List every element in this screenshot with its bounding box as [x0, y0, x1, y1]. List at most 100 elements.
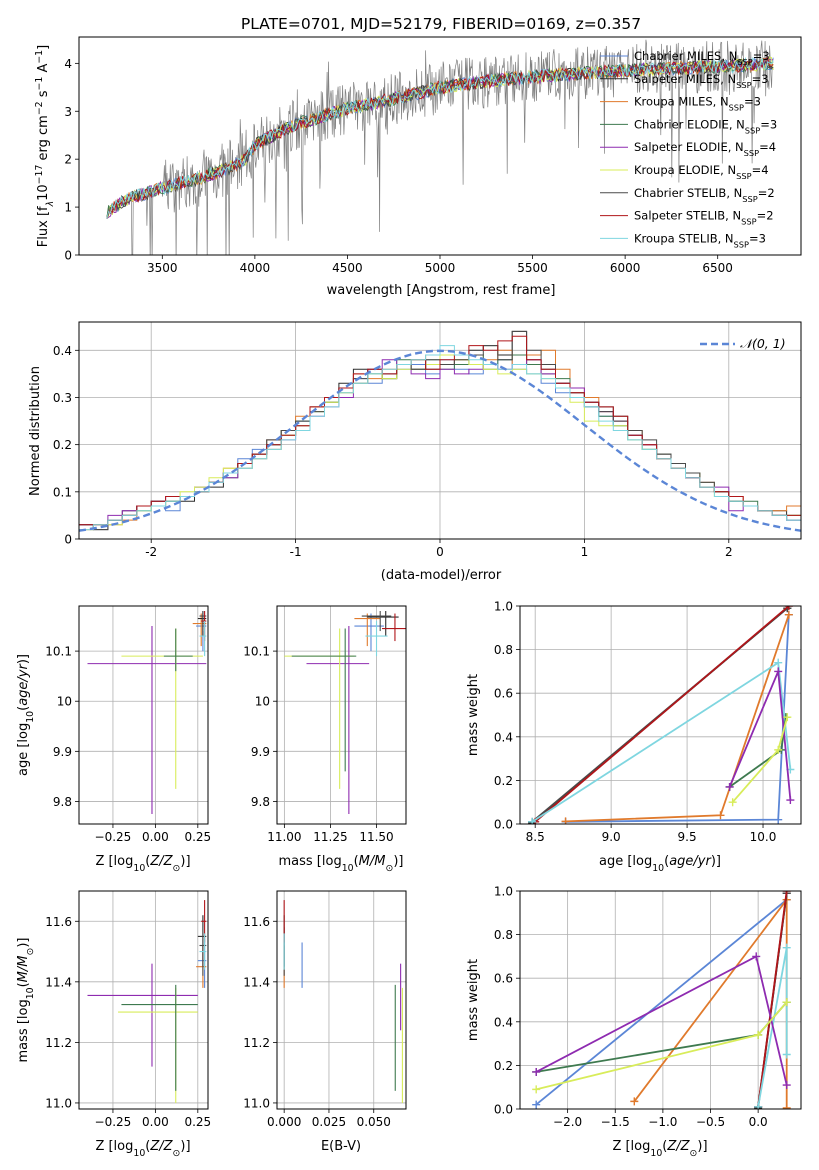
mass_vs_ebv-axes: 0.000 0.025 0.050 11.0 11.2 11.4 11.6 E(B-V): [243, 890, 407, 1154]
weight-marker: [774, 745, 783, 754]
legend-label: Chabrier ELODIE, NSSP=3: [634, 117, 777, 135]
x-axis-label: mass [log10(M/M⊙)]: [279, 854, 404, 874]
legend-label: Kroupa MILES, NSSP=3: [634, 95, 761, 113]
mass_weight_vs_Z-frame: [519, 890, 802, 1110]
y-tick-label: 1.0: [494, 600, 513, 614]
spectrum-frame: [78, 36, 802, 256]
weight-line-kroupa-elodie: [535, 1001, 788, 1091]
x-tick-label: 0.00: [142, 830, 169, 844]
weight-line-kroupa-miles: [565, 614, 790, 823]
x-tick-label: −0.25: [95, 1115, 132, 1129]
x-axis-label: Z [log10(Z/Z⊙)]: [612, 1139, 707, 1159]
y-tick-label: 0.3: [53, 391, 72, 405]
y-tick-label: 9.9: [251, 745, 270, 759]
y-axis-label: age [log10(age/yr)]: [16, 654, 36, 776]
y-tick-label: 11.4: [45, 975, 72, 989]
age_vs_Z-plot-area: [87, 611, 207, 814]
weight-line-salpeter-stelib: [757, 891, 788, 1107]
x-tick-label: 4500: [332, 261, 363, 275]
y-tick-label: 1: [64, 201, 72, 215]
weight-marker: [561, 817, 570, 824]
residuals-axes: -2 -1 0 1 2 0 0.1 0.2 0.3 0.4 (data-model)/error No…: [28, 321, 802, 583]
mass_vs_Z-frame: [78, 890, 209, 1110]
weight-marker: [774, 815, 783, 824]
x-tick-label: 0.025: [312, 1115, 346, 1129]
y-tick-label: 11.2: [45, 1036, 72, 1050]
legend-label: Kroupa ELODIE, NSSP=4: [634, 163, 769, 181]
weight-line-salpeter-stelib: [534, 606, 790, 823]
x-tick-label: 6500: [702, 261, 733, 275]
age_vs_mass-axes: 11.00 11.25 11.50 9.8 9.9 10 10.1 mass [log10(M…: [243, 605, 407, 874]
y-tick-label: 11.2: [243, 1036, 270, 1050]
y-tick-label: 10: [255, 695, 270, 709]
mass_weight_vs_age-frame: [519, 605, 802, 825]
weight-marker: [752, 952, 761, 961]
y-tick-label: 9.9: [53, 745, 72, 759]
x-tick-label: −0.5: [696, 1115, 725, 1129]
y-axis-label: mass weight: [466, 959, 481, 1041]
x-tick-label: 9.5: [678, 830, 697, 844]
y-tick-label: 0.6: [494, 972, 513, 986]
y-axis-label: Flux [fλ10−17 erg cm−2 s−1 A−1]: [34, 45, 56, 247]
x-tick-label: 3500: [147, 261, 178, 275]
weight-marker: [786, 796, 795, 805]
residuals-plot-area: [79, 330, 801, 539]
legend-label: 𝒩(0, 1): [740, 336, 786, 351]
y-tick-label: 3: [64, 105, 72, 119]
y-tick-label: 10.1: [45, 645, 72, 659]
x-tick-label: 6000: [610, 261, 641, 275]
mass_weight_vs_Z-axes: −2.0 −1.5 −1.0 −0.5 0.0 0.0 0.2 0.4 0.6 0.8 1.0 Z […: [466, 885, 802, 1159]
legend-label: Chabrier MILES, NSSP=3: [634, 49, 770, 67]
weight-marker: [528, 817, 537, 824]
y-tick-label: 0.0: [494, 818, 513, 832]
weight-marker: [782, 998, 791, 1007]
y-tick-label: 4: [64, 57, 72, 71]
weight-line-chabrier-miles: [565, 614, 790, 823]
age_vs_mass-plot-area: [284, 611, 406, 814]
x-tick-label: 5000: [425, 261, 456, 275]
legend-label: Kroupa STELIB, NSSP=3: [634, 231, 766, 249]
mass_weight_vs_Z-plot-area: [532, 891, 791, 1109]
y-tick-label: 0.2: [494, 1059, 513, 1073]
weight-marker: [784, 606, 793, 610]
weight-marker: [754, 1030, 763, 1039]
x-tick-label: −1.0: [648, 1115, 677, 1129]
x-tick-label: 5500: [517, 261, 548, 275]
y-tick-label: 10: [57, 695, 72, 709]
x-axis-label: (data-model)/error: [381, 568, 502, 583]
y-tick-label: 1.0: [494, 885, 513, 899]
weight-marker: [532, 1085, 541, 1094]
weight-line-chabrier-miles: [535, 899, 788, 1106]
legend-label: Salpeter MILES, NSSP=3: [634, 72, 769, 90]
x-tick-label: 11.25: [313, 830, 347, 844]
x-tick-label: 0.0: [749, 1115, 768, 1129]
legend-label: Chabrier STELIB, NSSP=2: [634, 186, 775, 204]
weight-marker: [532, 1100, 541, 1109]
weight-marker: [716, 811, 725, 820]
y-tick-label: 11.0: [243, 1096, 270, 1110]
x-tick-label: 1: [581, 545, 589, 559]
x-tick-label: 0: [436, 545, 444, 559]
normal-distribution-line: [79, 349, 801, 532]
y-tick-label: 11.4: [243, 975, 270, 989]
weight-marker: [782, 1103, 791, 1109]
y-tick-label: 11.0: [45, 1096, 72, 1110]
y-tick-label: 0: [64, 533, 72, 547]
mass_weight_vs_age-axes: 8.5 9.0 9.5 10.0 0.0 0.2 0.4 0.6 0.8 1.0 age [log1…: [466, 600, 802, 874]
x-tick-label: −1.5: [601, 1115, 630, 1129]
y-tick-label: 0.0: [494, 1103, 513, 1117]
x-tick-label: 11.00: [267, 830, 301, 844]
weight-marker: [782, 943, 791, 952]
legend-label: Salpeter ELODIE, NSSP=4: [634, 140, 776, 158]
x-tick-label: -2: [145, 545, 157, 559]
weight-marker: [782, 891, 791, 895]
weight-marker: [783, 713, 792, 722]
x-tick-label: 0.000: [267, 1115, 301, 1129]
x-tick-label: 8.5: [526, 830, 545, 844]
y-tick-label: 0.1: [53, 485, 72, 499]
x-tick-label: 0.25: [184, 1115, 211, 1129]
weight-marker: [728, 798, 737, 807]
weight-marker: [782, 1050, 791, 1059]
x-axis-label: Z [log10(Z/Z⊙)]: [95, 1139, 190, 1159]
spectrum-axes: 3500 4000 4500 5000 5500 6000 6500 0 1 2 3 4 wavelen…: [34, 36, 802, 298]
